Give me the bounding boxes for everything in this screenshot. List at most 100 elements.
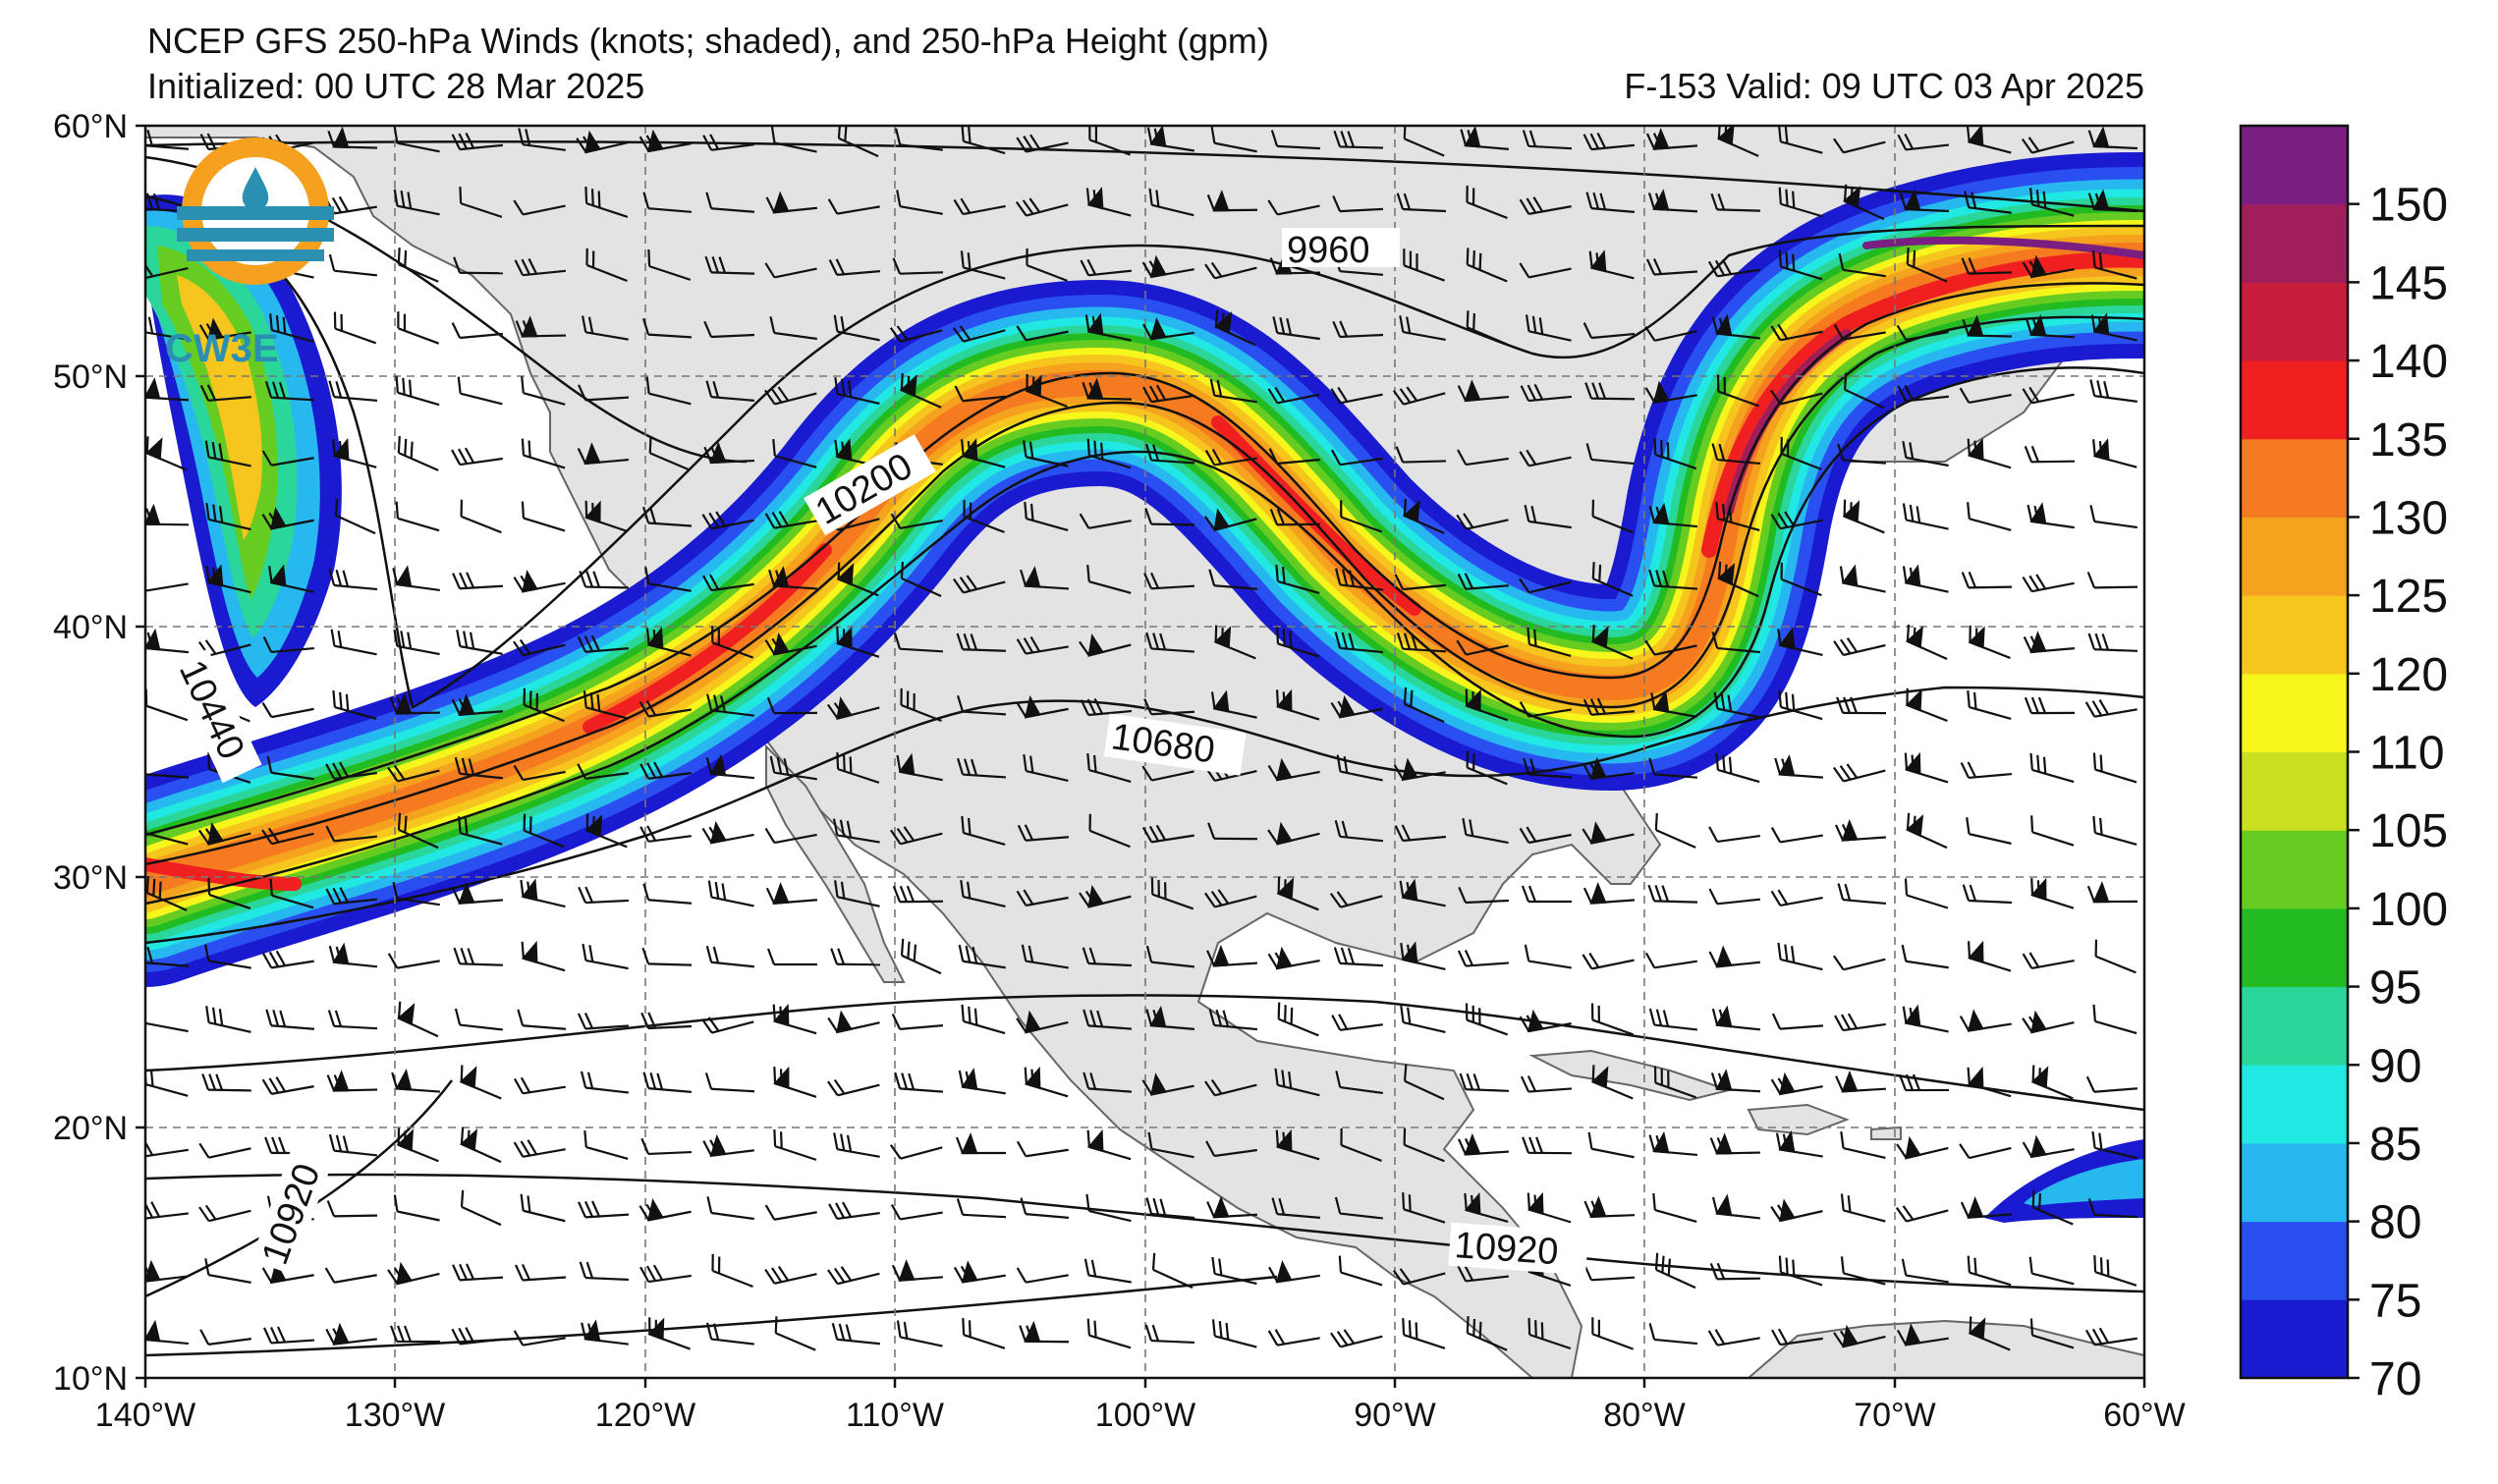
wind-barb bbox=[1582, 697, 1636, 716]
wind-barb bbox=[2089, 379, 2137, 403]
wind-barb bbox=[1020, 566, 1070, 590]
wind-barb bbox=[2090, 312, 2137, 342]
wind-barb bbox=[1206, 1195, 1258, 1219]
colorbar: 70 75 80 85 90 95 100 105 110 120 125 130 135 140 145 1… bbox=[2239, 124, 2448, 1405]
wind-barb bbox=[1897, 133, 1949, 151]
wind-barb bbox=[1895, 1205, 1949, 1223]
wind-barb bbox=[1590, 1065, 1634, 1100]
wind-barb bbox=[457, 816, 503, 846]
wind-barb bbox=[1519, 577, 1572, 594]
wind-barb bbox=[642, 883, 693, 905]
wind-barb bbox=[145, 261, 189, 279]
wind-barb bbox=[900, 561, 942, 597]
wind-barb bbox=[1393, 757, 1446, 782]
wind-barb bbox=[836, 626, 880, 658]
wind-barb bbox=[1771, 1013, 1824, 1030]
wind-barb bbox=[645, 376, 692, 406]
wind-barb bbox=[833, 314, 880, 342]
wind-barb bbox=[2022, 254, 2075, 279]
wind-barb bbox=[1650, 689, 1697, 718]
wind-barb bbox=[1267, 386, 1320, 405]
wind-barb bbox=[1967, 437, 2012, 469]
wind-barb bbox=[2026, 502, 2075, 529]
wind-barb bbox=[1905, 624, 1948, 661]
wind-barb bbox=[2028, 1256, 2075, 1286]
wind-barb bbox=[1774, 754, 1824, 779]
lon-label: 130°W bbox=[345, 1397, 445, 1434]
wind-barb bbox=[397, 247, 439, 283]
wind-barb bbox=[391, 1069, 441, 1093]
wind-barb bbox=[1026, 248, 1068, 282]
wind-barb bbox=[1206, 944, 1258, 967]
wind-barb bbox=[701, 820, 754, 845]
wind-barb bbox=[700, 1017, 754, 1034]
wind-barb bbox=[1209, 378, 1257, 404]
height-contours bbox=[145, 139, 2144, 1357]
wind-barb bbox=[577, 1013, 630, 1030]
wind-barb bbox=[397, 812, 439, 850]
wind-barb bbox=[1709, 1132, 1761, 1155]
wind-barb bbox=[2091, 250, 2137, 280]
wind-barb bbox=[1711, 1005, 1760, 1031]
wind-barb bbox=[1017, 824, 1070, 842]
wind-barb bbox=[2092, 752, 2137, 784]
wind-barb bbox=[770, 126, 817, 153]
wind-barb bbox=[1275, 627, 1320, 658]
wind-barb bbox=[1023, 753, 1069, 783]
wind-barb bbox=[764, 1204, 817, 1221]
wind-barb bbox=[1527, 1317, 1572, 1350]
wind-barb bbox=[1519, 196, 1572, 215]
wind-barb bbox=[1519, 449, 1572, 467]
wind-barb bbox=[766, 696, 818, 715]
wind-barb bbox=[1205, 1140, 1257, 1158]
wind-barb bbox=[1780, 436, 1822, 471]
wind-barb bbox=[1587, 1131, 1635, 1159]
wind-barb bbox=[836, 562, 879, 597]
wind-barb bbox=[1968, 625, 2011, 660]
wind-barb bbox=[1457, 573, 1510, 590]
wind-barb bbox=[1966, 817, 2012, 845]
colorbar-label: 140 bbox=[2369, 336, 2448, 388]
wind-barb bbox=[513, 1139, 566, 1158]
wind-barb bbox=[640, 1012, 693, 1030]
wind-barb bbox=[1770, 511, 1823, 530]
wind-barb bbox=[326, 1200, 378, 1218]
wind-barb bbox=[392, 881, 440, 907]
wind-barb bbox=[764, 632, 817, 656]
wind-barb bbox=[2029, 1318, 2075, 1349]
wind-barb bbox=[1648, 1130, 1698, 1157]
colorbar-label: 105 bbox=[2369, 805, 2448, 857]
wind-barb bbox=[325, 1322, 377, 1346]
wind-barb bbox=[397, 311, 439, 345]
wind-barb bbox=[1837, 443, 1887, 465]
wind-barb bbox=[1466, 185, 1508, 219]
wind-barb bbox=[1016, 1267, 1069, 1284]
wind-barb bbox=[1208, 1009, 1258, 1031]
wind-barb bbox=[1270, 130, 1321, 150]
wind-barb bbox=[584, 813, 628, 849]
wind-barb bbox=[1457, 950, 1510, 967]
wind-barb bbox=[830, 948, 881, 966]
wind-barb bbox=[205, 1006, 251, 1033]
wind-barb bbox=[765, 882, 818, 905]
wind-barb bbox=[145, 436, 188, 471]
colorbar-swatch bbox=[2241, 282, 2348, 361]
wind-barb bbox=[1588, 249, 1635, 280]
wind-barb bbox=[1710, 192, 1761, 212]
colorbar-label: 145 bbox=[2369, 257, 2448, 309]
wind-barb bbox=[207, 877, 251, 909]
valid-time: F-153 Valid: 09 UTC 03 Apr 2025 bbox=[1624, 66, 2144, 106]
wind-barb bbox=[1083, 1258, 1132, 1284]
wind-barb bbox=[1268, 1260, 1320, 1284]
wind-barb bbox=[764, 262, 817, 279]
wind-barb bbox=[1897, 384, 1949, 403]
wind-barb bbox=[2091, 1130, 2137, 1160]
wind-barb bbox=[1708, 888, 1760, 906]
wind-barb bbox=[772, 1003, 817, 1035]
wind-barb bbox=[1519, 262, 1572, 279]
wind-barb bbox=[1770, 389, 1823, 406]
wind-barb bbox=[1520, 383, 1573, 403]
wind-barb bbox=[1024, 1066, 1069, 1098]
wind-barb bbox=[330, 629, 377, 656]
wind-barb bbox=[1340, 1127, 1382, 1162]
